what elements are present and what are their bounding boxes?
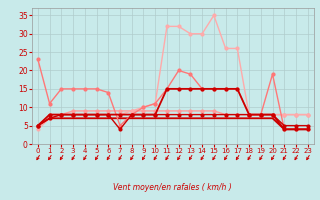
Text: Vent moyen/en rafales ( km/h ): Vent moyen/en rafales ( km/h ) xyxy=(113,183,232,192)
